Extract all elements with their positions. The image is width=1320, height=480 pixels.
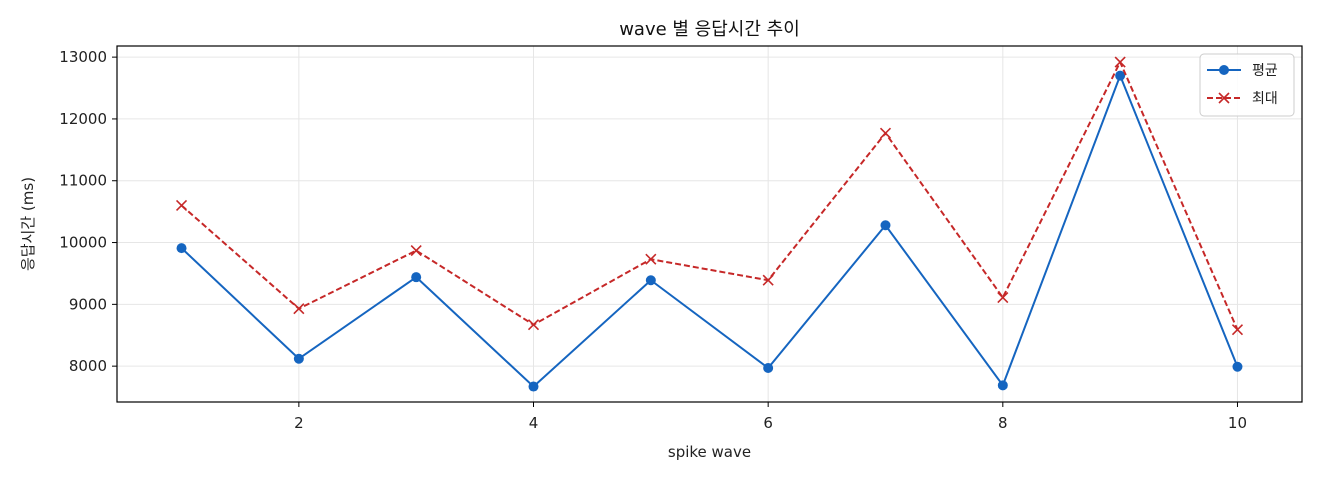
data-point-max [645, 253, 657, 265]
data-point-max [879, 127, 892, 139]
data-point-avg [1232, 361, 1243, 372]
data-point-avg [1115, 70, 1126, 81]
data-point-max [527, 319, 540, 331]
chart-title: wave 별 응답시간 추이 [619, 19, 800, 40]
data-point-avg [528, 381, 539, 392]
legend: 평균 최대 [1199, 53, 1295, 117]
series-layer [175, 56, 1244, 392]
data-point-max [1114, 56, 1126, 68]
legend-max-marker [1218, 92, 1230, 104]
data-point-avg [763, 363, 774, 374]
legend-avg-label: 평균 [1252, 63, 1278, 79]
y-tick-label: 12000 [59, 110, 107, 128]
y-tick-label: 13000 [59, 48, 107, 66]
y-tick-label: 11000 [59, 172, 107, 190]
data-point-avg [293, 353, 304, 364]
axis-ticks: 2 4 6 8 10 8000 9000 10000 11000 12000 13000 [59, 48, 1247, 432]
y-tick-label: 8000 [69, 357, 107, 375]
plot-area-frame [116, 45, 1303, 403]
data-point-max [762, 274, 774, 286]
x-tick-label: 2 [294, 414, 304, 432]
legend-avg-marker [1219, 65, 1229, 75]
data-point-avg [176, 243, 187, 254]
y-axis-label: 응답시간 (ms) [19, 177, 37, 271]
data-point-avg [997, 380, 1008, 391]
legend-box [1199, 53, 1295, 117]
legend-max-label: 최대 [1252, 91, 1278, 107]
data-point-avg [645, 275, 656, 286]
data-point-max [293, 303, 305, 315]
data-point-max [175, 199, 188, 212]
data-point-avg [880, 220, 891, 231]
y-tick-label: 10000 [59, 234, 107, 252]
x-tick-label: 4 [529, 414, 539, 432]
data-point-avg [411, 272, 422, 283]
x-tick-label: 8 [998, 414, 1008, 432]
series-line-avg [180, 74, 1239, 388]
series-line-max [180, 61, 1239, 331]
data-point-max [1231, 324, 1244, 336]
data-point-max [410, 245, 422, 257]
data-point-max [997, 291, 1009, 304]
x-tick-label: 10 [1228, 414, 1247, 432]
y-tick-label: 9000 [69, 295, 107, 313]
x-axis-label: spike wave [668, 443, 751, 461]
x-tick-label: 6 [763, 414, 773, 432]
